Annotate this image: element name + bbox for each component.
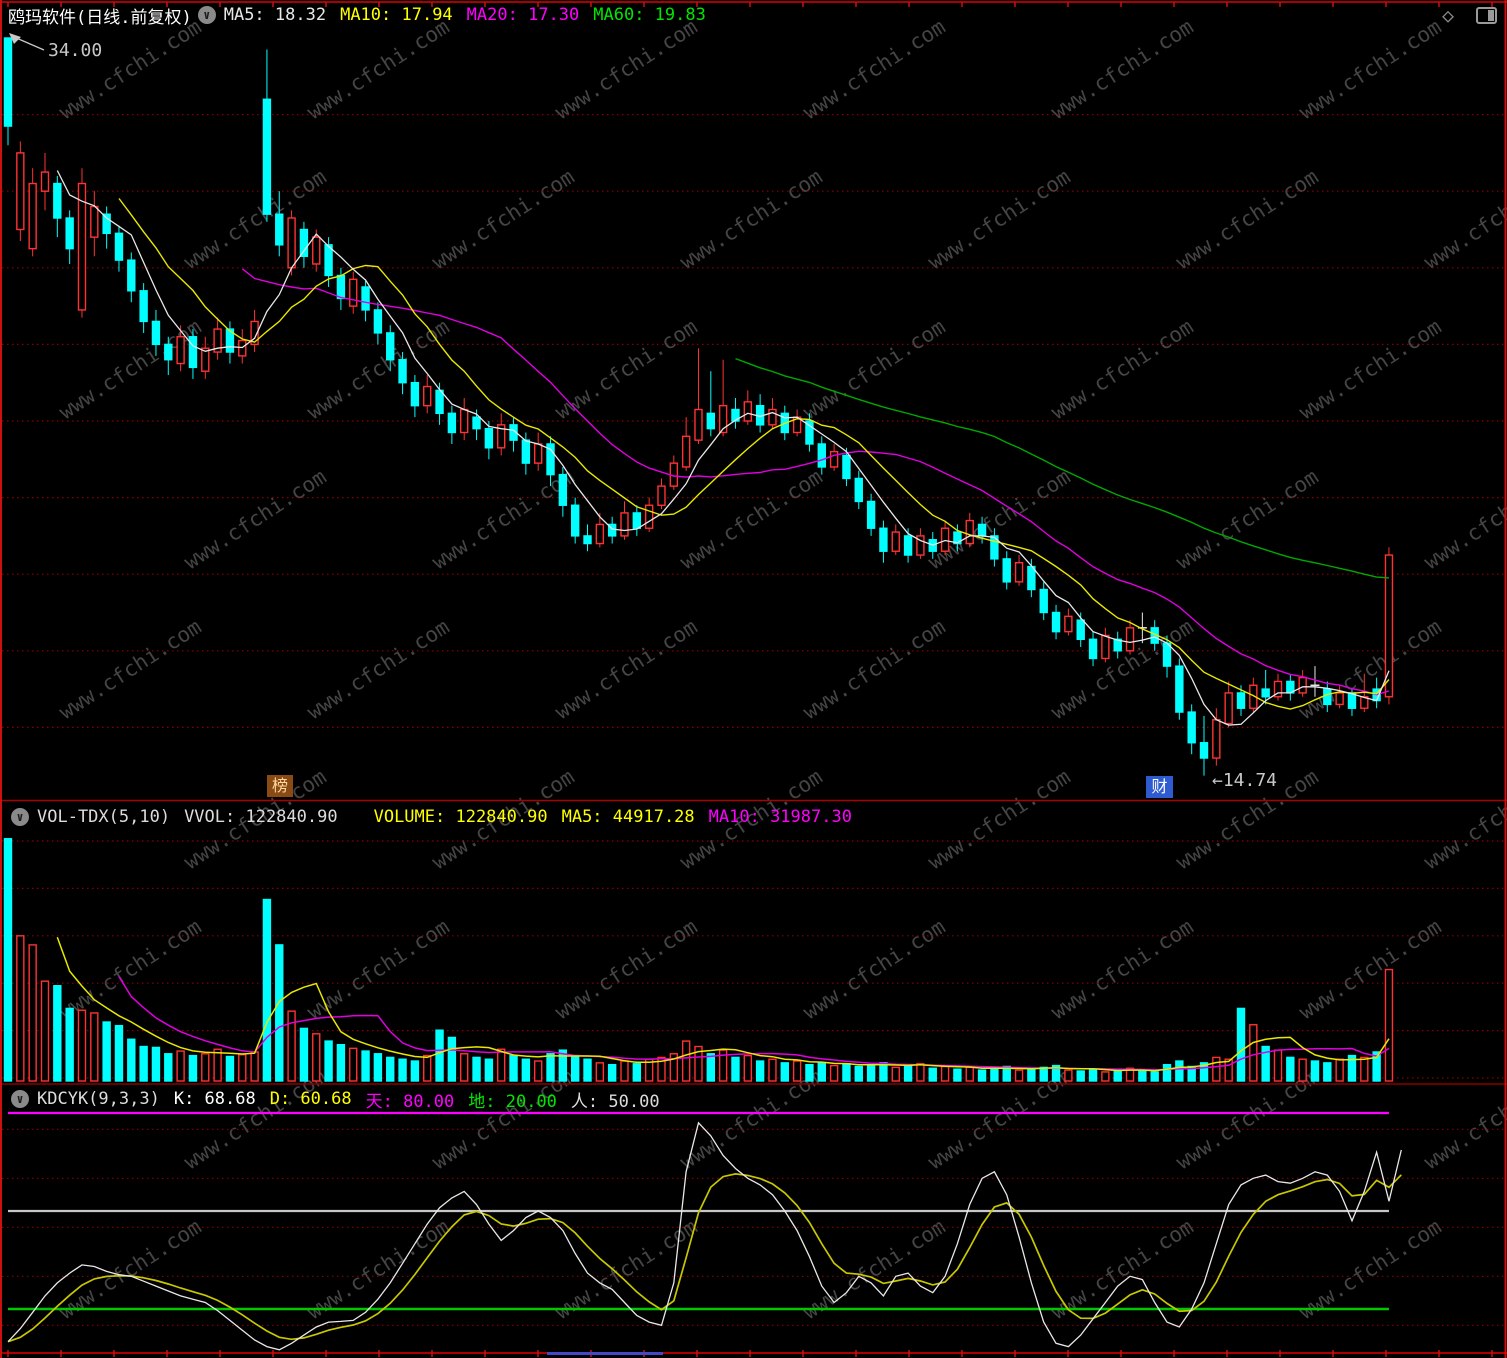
d-value: D: 60.68 <box>269 1089 352 1109</box>
watermark-text: www.cfchi.com <box>676 465 827 575</box>
watermark-text: www.cfchi.com <box>303 15 454 125</box>
event-badge-cai[interactable]: 财 <box>1146 776 1173 798</box>
ground-level-value: 地: 20.00 <box>468 1091 557 1112</box>
watermark-text: www.cfchi.com <box>799 15 950 125</box>
watermark-text: www.cfchi.com <box>1295 615 1446 725</box>
watermark-text: www.cfchi.com <box>55 1215 206 1325</box>
scrollbar-thumb[interactable] <box>547 1352 663 1355</box>
ma5-value: MA5: 18.32 <box>223 5 327 25</box>
watermark-text: www.cfchi.com <box>551 15 702 125</box>
watermark-text: www.cfchi.com <box>180 465 331 575</box>
watermark-text: www.cfchi.com <box>676 165 827 275</box>
volume-indicator-title: VOL-TDX(5,10) <box>37 807 171 827</box>
watermark-text: www.cfchi.com <box>924 465 1075 575</box>
watermark-text: www.cfchi.com <box>55 915 206 1025</box>
watermark-text: www.cfchi.com <box>1295 15 1446 125</box>
volume-indicator-bar: ∨ VOL-TDX(5,10) VVOL: 122840.90 VOLUME: … <box>0 802 1507 832</box>
panel-layout-icon-fill <box>1488 9 1494 21</box>
watermark-text: www.cfchi.com <box>1420 465 1507 575</box>
ma60-value: MA60: 19.83 <box>593 5 706 25</box>
watermark-text: www.cfchi.com <box>551 315 702 425</box>
watermark-text: www.cfchi.com <box>303 915 454 1025</box>
k-value: K: 68.68 <box>173 1089 256 1109</box>
watermark-text: www.cfchi.com <box>428 165 579 275</box>
watermark-text: www.cfchi.com <box>180 165 331 275</box>
watermark-text: www.cfchi.com <box>799 1215 950 1325</box>
kdcyk-title: KDCYK(9,3,3) <box>37 1089 160 1109</box>
watermark-text: www.cfchi.com <box>799 315 950 425</box>
diamond-icon[interactable]: ◇ <box>1441 3 1454 27</box>
watermark-text: www.cfchi.com <box>1420 1065 1507 1175</box>
watermark-text: www.cfchi.com <box>428 465 579 575</box>
watermark-text: www.cfchi.com <box>924 165 1075 275</box>
title-bar: 鸥玛软件(日线.前复权) ∨ MA5: 18.32 MA10: 17.94 MA… <box>0 0 1507 30</box>
volume-ma10-value: MA10: 31987.30 <box>708 807 852 827</box>
watermark-text: www.cfchi.com <box>303 1215 454 1325</box>
chevron-down-icon[interactable]: ∨ <box>11 808 29 826</box>
watermark-text: www.cfchi.com <box>799 615 950 725</box>
watermark-text: www.cfchi.com <box>1295 315 1446 425</box>
watermark-text: www.cfchi.com <box>55 15 206 125</box>
watermark-text: www.cfchi.com <box>1047 915 1198 1025</box>
kdcyk-indicator-bar: ∨ KDCYK(9,3,3) K: 68.68 D: 60.68 天: 80.0… <box>0 1086 1507 1112</box>
low-price-label: ←14.74 <box>1212 770 1277 791</box>
ma10-value: MA10: 17.94 <box>340 5 453 25</box>
watermark-text: www.cfchi.com <box>799 915 950 1025</box>
watermark-text: www.cfchi.com <box>1047 15 1198 125</box>
event-badge-bang[interactable]: 榜 <box>267 775 293 797</box>
person-level-value: 人: 50.00 <box>570 1091 660 1112</box>
watermark-text: www.cfchi.com <box>1420 165 1507 275</box>
vvol-value: VVOL: 122840.90 <box>184 807 338 827</box>
watermark-text: www.cfchi.com <box>55 615 206 725</box>
watermark-text: www.cfchi.com <box>1172 165 1323 275</box>
watermark-text: www.cfchi.com <box>1295 915 1446 1025</box>
watermark-text: www.cfchi.com <box>1047 315 1198 425</box>
ma20-value: MA20: 17.30 <box>466 5 580 25</box>
sky-level-value: 天: 80.00 <box>365 1091 455 1112</box>
chevron-down-icon[interactable]: ∨ <box>197 6 216 24</box>
chevron-down-icon[interactable]: ∨ <box>11 1090 29 1108</box>
volume-value: VOLUME: 122840.90 <box>373 807 548 827</box>
volume-ma5-value: MA5: 44917.28 <box>561 807 695 827</box>
watermark-text: www.cfchi.com <box>55 315 206 425</box>
watermark-text: www.cfchi.com <box>551 915 702 1025</box>
page-title: 鸥玛软件(日线.前复权) <box>8 7 192 28</box>
high-price-label: 34.00 <box>48 40 102 61</box>
watermark-text: www.cfchi.com <box>1172 465 1323 575</box>
watermark-text: www.cfchi.com <box>551 615 702 725</box>
watermark-text: www.cfchi.com <box>303 615 454 725</box>
watermark-text: www.cfchi.com <box>1295 1215 1446 1325</box>
panel-layout-icon[interactable] <box>1476 6 1497 24</box>
